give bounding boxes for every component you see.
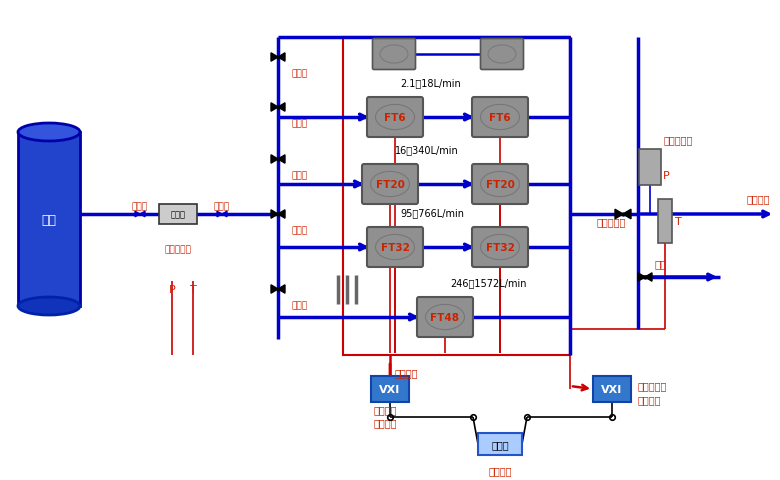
Text: 温度传感器: 温度传感器: [597, 216, 626, 227]
Text: 油库: 油库: [41, 213, 56, 226]
FancyBboxPatch shape: [417, 298, 473, 337]
Polygon shape: [645, 273, 652, 282]
Text: 过渡态数据: 过渡态数据: [638, 380, 668, 390]
Text: 密度计: 密度计: [171, 210, 186, 219]
Polygon shape: [278, 210, 285, 219]
Text: 电磁阀: 电磁阀: [292, 119, 308, 128]
Bar: [159, 204, 197, 225]
Polygon shape: [222, 212, 227, 217]
Text: 2.1～18L/min: 2.1～18L/min: [400, 78, 461, 88]
Text: 回油: 回油: [655, 258, 668, 268]
Polygon shape: [638, 273, 645, 282]
FancyBboxPatch shape: [472, 98, 528, 138]
Polygon shape: [271, 285, 278, 294]
Text: FT6: FT6: [489, 113, 511, 123]
FancyBboxPatch shape: [362, 165, 418, 204]
Text: 燃油主管路: 燃油主管路: [165, 244, 191, 253]
FancyBboxPatch shape: [373, 39, 416, 71]
Polygon shape: [271, 210, 278, 219]
Polygon shape: [278, 285, 285, 294]
Polygon shape: [278, 104, 285, 112]
Text: 稳态数据: 稳态数据: [374, 404, 397, 414]
Bar: [593, 376, 631, 402]
Polygon shape: [135, 212, 140, 217]
Text: 压力传感器: 压力传感器: [664, 135, 693, 144]
Bar: [658, 200, 672, 243]
Polygon shape: [623, 210, 631, 219]
Text: 电磁阀: 电磁阀: [292, 300, 308, 309]
Bar: [371, 376, 409, 402]
Text: 电磁阀: 电磁阀: [292, 69, 308, 78]
Text: 16～340L/min: 16～340L/min: [395, 144, 459, 155]
Ellipse shape: [18, 298, 80, 315]
Text: 测试网络: 测试网络: [488, 465, 512, 475]
Text: FT6: FT6: [385, 113, 406, 123]
FancyBboxPatch shape: [472, 228, 528, 267]
Bar: [478, 433, 522, 455]
Text: FT32: FT32: [486, 242, 515, 252]
Polygon shape: [271, 54, 278, 62]
Bar: [343, 38, 570, 355]
Text: FT32: FT32: [381, 242, 410, 252]
Polygon shape: [278, 156, 285, 164]
Text: VXI: VXI: [379, 384, 401, 394]
Text: FT20: FT20: [375, 180, 405, 190]
Text: 至发动机: 至发动机: [746, 193, 770, 204]
Text: FT48: FT48: [431, 312, 459, 323]
FancyBboxPatch shape: [472, 165, 528, 204]
Ellipse shape: [18, 124, 80, 142]
Polygon shape: [140, 212, 145, 217]
FancyBboxPatch shape: [367, 98, 423, 138]
Polygon shape: [217, 212, 222, 217]
Text: 手动阀: 手动阀: [132, 202, 148, 211]
Text: 电磁阀: 电磁阀: [292, 171, 308, 180]
Polygon shape: [271, 156, 278, 164]
Text: 电磁阀: 电磁阀: [292, 226, 308, 235]
Text: 采集系统: 采集系统: [638, 394, 661, 404]
Text: P: P: [168, 285, 176, 294]
Polygon shape: [278, 54, 285, 62]
Bar: [639, 150, 661, 186]
Text: T: T: [190, 285, 197, 294]
Text: FT20: FT20: [486, 180, 515, 190]
Text: 手动阀: 手动阀: [214, 202, 230, 211]
Bar: [18, 133, 80, 306]
Polygon shape: [615, 210, 623, 219]
Text: 95～766L/min: 95～766L/min: [400, 207, 464, 217]
FancyBboxPatch shape: [480, 39, 523, 71]
FancyBboxPatch shape: [367, 228, 423, 267]
Text: 测量信号: 测量信号: [395, 367, 419, 377]
Text: P: P: [663, 171, 670, 180]
Text: 交换机: 交换机: [491, 439, 509, 449]
Text: T: T: [675, 216, 682, 227]
Text: VXI: VXI: [601, 384, 622, 394]
Text: 246～1572L/min: 246～1572L/min: [450, 277, 526, 288]
Text: 采集系统: 采集系统: [374, 417, 397, 427]
Polygon shape: [271, 104, 278, 112]
